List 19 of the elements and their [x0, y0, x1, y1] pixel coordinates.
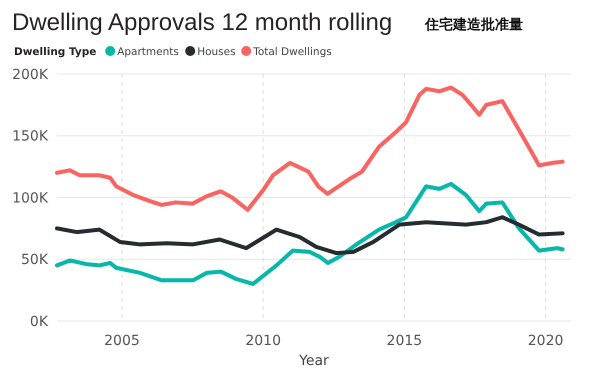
- legend-label: Total Dwellings: [252, 46, 332, 58]
- legend-label: Houses: [197, 46, 236, 58]
- x-tick-label: 2020: [528, 333, 564, 349]
- legend-title: Dwelling Type: [14, 46, 96, 58]
- chart-subtitle: 住宅建造批准量: [424, 16, 523, 33]
- chart-title: Dwelling Approvals 12 month rolling: [12, 9, 392, 36]
- y-tick-label: 200K: [12, 66, 49, 83]
- y-tick-label: 100K: [12, 190, 49, 206]
- line-series: [55, 86, 565, 212]
- x-tick-label: 2005: [104, 333, 140, 349]
- line-series: [55, 215, 565, 256]
- y-tick-label: 0K: [30, 314, 49, 330]
- x-tick-label: 2015: [386, 333, 422, 349]
- line-series: [55, 182, 565, 286]
- legend-label: Apartments: [117, 46, 179, 58]
- x-axis-title: Year: [298, 353, 330, 369]
- x-tick-label: 2010: [245, 333, 281, 349]
- y-tick-label: 50K: [21, 252, 49, 268]
- y-tick-label: 150K: [12, 128, 49, 145]
